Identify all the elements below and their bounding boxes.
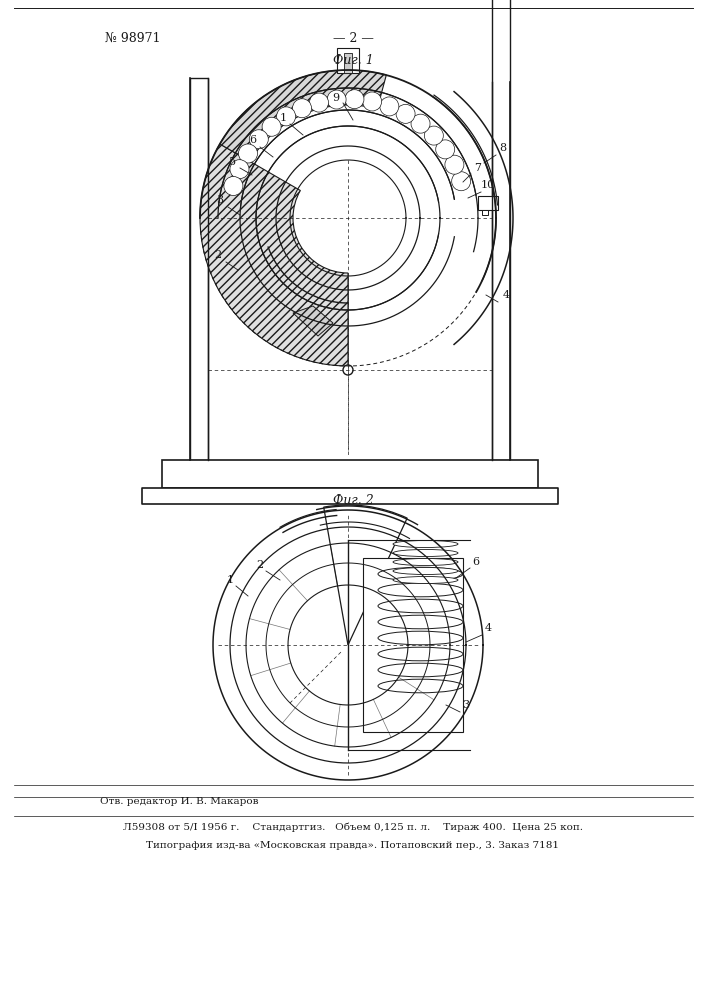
Text: 6: 6 bbox=[472, 557, 479, 567]
Text: Фиг. 1: Фиг. 1 bbox=[332, 53, 373, 66]
Circle shape bbox=[380, 97, 399, 116]
Ellipse shape bbox=[378, 567, 463, 581]
Circle shape bbox=[262, 117, 281, 136]
Bar bbox=[478, 196, 498, 210]
Text: Фиг. 2: Фиг. 2 bbox=[332, 493, 373, 506]
Polygon shape bbox=[293, 306, 333, 336]
Circle shape bbox=[424, 126, 443, 145]
Text: Отв. редактор И. В. Макаров: Отв. редактор И. В. Макаров bbox=[100, 798, 259, 806]
Ellipse shape bbox=[378, 631, 463, 645]
Text: 4: 4 bbox=[484, 623, 491, 633]
Text: № 98971: № 98971 bbox=[105, 31, 160, 44]
Text: Л59308 от 5/I 1956 г.    Стандартгиз.   Объем 0,125 п. л.    Тираж 400.  Цена 25: Л59308 от 5/I 1956 г. Стандартгиз. Объем… bbox=[123, 822, 583, 832]
Text: 8: 8 bbox=[499, 143, 506, 153]
Ellipse shape bbox=[393, 540, 458, 548]
Ellipse shape bbox=[393, 576, 458, 584]
Text: 2: 2 bbox=[257, 560, 264, 570]
Ellipse shape bbox=[378, 647, 463, 661]
Text: 3: 3 bbox=[462, 700, 469, 710]
Text: 3: 3 bbox=[216, 195, 223, 205]
Circle shape bbox=[343, 365, 353, 375]
Ellipse shape bbox=[378, 599, 463, 613]
Ellipse shape bbox=[378, 615, 463, 629]
Text: Типография изд-ва «Московская правда». Потаповский пер., 3. Заказ 7181: Типография изд-ва «Московская правда». П… bbox=[146, 840, 559, 850]
Wedge shape bbox=[324, 505, 407, 645]
Text: 6: 6 bbox=[250, 135, 257, 145]
Ellipse shape bbox=[378, 679, 463, 693]
Text: 7: 7 bbox=[474, 163, 481, 173]
Circle shape bbox=[396, 104, 415, 123]
Circle shape bbox=[224, 176, 243, 195]
Circle shape bbox=[363, 92, 382, 111]
Wedge shape bbox=[200, 144, 348, 366]
Wedge shape bbox=[220, 70, 386, 161]
Bar bbox=[482, 210, 488, 215]
Bar bbox=[363, 558, 463, 732]
Circle shape bbox=[310, 93, 329, 112]
Ellipse shape bbox=[393, 568, 458, 574]
Ellipse shape bbox=[393, 558, 458, 566]
Circle shape bbox=[327, 90, 346, 109]
Text: 1: 1 bbox=[226, 575, 233, 585]
Ellipse shape bbox=[393, 550, 458, 556]
Text: 4: 4 bbox=[503, 290, 510, 300]
Bar bbox=[190, 78, 208, 460]
Circle shape bbox=[452, 172, 471, 191]
Text: 9: 9 bbox=[332, 93, 339, 103]
Circle shape bbox=[230, 160, 249, 179]
Circle shape bbox=[293, 99, 312, 118]
Text: 10: 10 bbox=[481, 180, 495, 190]
Bar bbox=[344, 53, 352, 73]
Circle shape bbox=[238, 144, 257, 163]
Circle shape bbox=[345, 90, 364, 109]
Ellipse shape bbox=[378, 663, 463, 677]
Circle shape bbox=[436, 140, 455, 159]
Circle shape bbox=[411, 114, 430, 133]
Text: — 2 —: — 2 — bbox=[332, 31, 373, 44]
Circle shape bbox=[276, 107, 296, 126]
Ellipse shape bbox=[378, 583, 463, 597]
Bar bbox=[142, 488, 558, 504]
Circle shape bbox=[250, 130, 268, 149]
Text: 1: 1 bbox=[279, 113, 286, 123]
Bar bbox=[162, 460, 538, 488]
Text: 5: 5 bbox=[230, 157, 237, 167]
Bar bbox=[492, 0, 510, 460]
Bar bbox=[337, 48, 359, 73]
Circle shape bbox=[445, 155, 464, 174]
Text: 2: 2 bbox=[214, 250, 221, 260]
